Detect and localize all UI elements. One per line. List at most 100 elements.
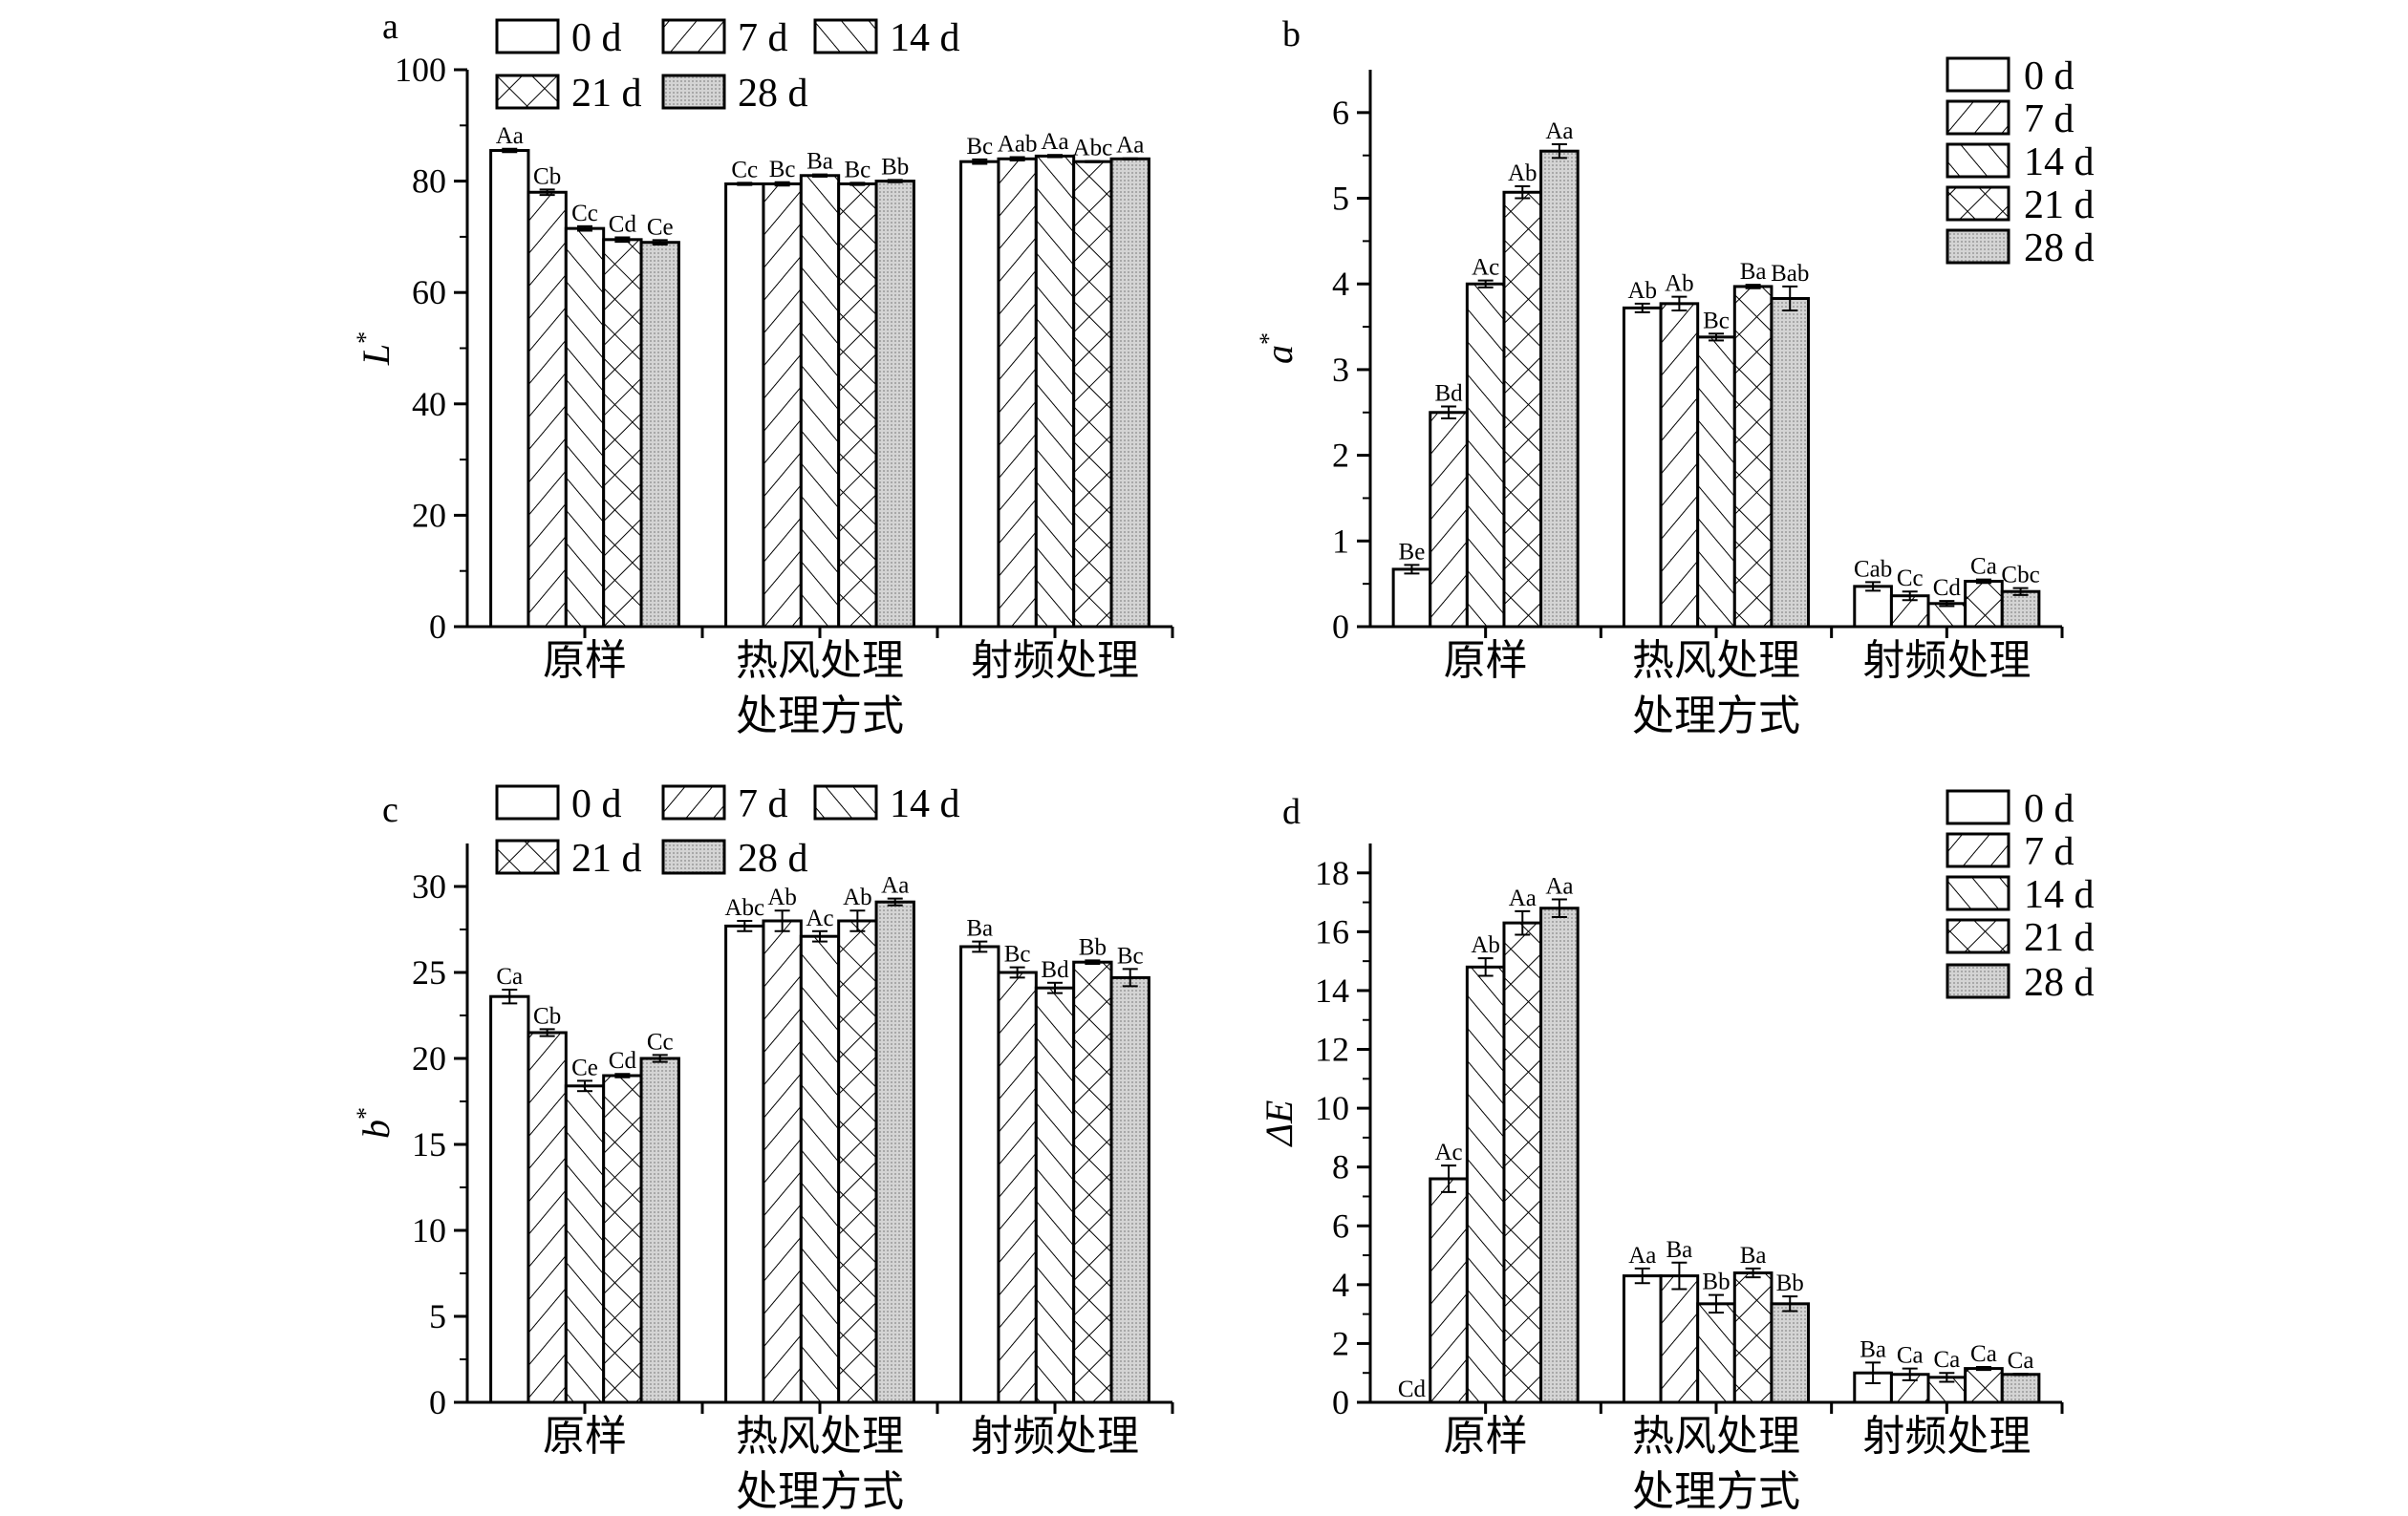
- bar-14d-0: [564, 1084, 606, 1404]
- bar-21d-1: [837, 182, 878, 629]
- y-axis-title-sup: *: [352, 331, 379, 344]
- bar-28d-2: [2000, 589, 2041, 629]
- x-axis-title: 处理方式: [1632, 693, 1800, 739]
- x-category-label: 原样: [543, 637, 627, 684]
- x-category-label: 射频处理: [1862, 637, 2031, 684]
- data-label: Aa: [881, 873, 909, 899]
- data-label: Cd: [1398, 1377, 1427, 1402]
- bar-0d-1: [724, 182, 765, 629]
- x-category-label: 热风处理: [736, 637, 904, 684]
- x-category-label: 原样: [543, 1413, 627, 1460]
- bar-21d-2: [1964, 579, 2004, 629]
- bar-21d-1: [1732, 285, 1774, 629]
- data-label: Cb: [533, 1003, 561, 1029]
- bar-21d-0: [1502, 921, 1543, 1404]
- bar-28d-0: [1539, 907, 1580, 1404]
- data-label: Ba: [1740, 259, 1767, 285]
- legend-swatch: [1946, 99, 2010, 136]
- panel-letter: a: [382, 7, 398, 47]
- data-label: Be: [1399, 539, 1426, 565]
- bar-28d-1: [874, 900, 915, 1404]
- data-label: Ab: [843, 885, 872, 910]
- y-tick-label: 40: [412, 385, 446, 423]
- legend-swatch: [495, 18, 560, 54]
- data-label: Ab: [1508, 160, 1537, 186]
- y-axis-title-sup: *: [1255, 332, 1282, 345]
- bar-21d-0: [602, 238, 643, 629]
- y-tick-label: 0: [429, 608, 446, 646]
- bar-14d-1: [799, 174, 841, 629]
- y-tick-label: 5: [1332, 180, 1349, 218]
- bar-21d-2: [1072, 960, 1113, 1404]
- y-tick-label: 6: [1332, 94, 1349, 132]
- x-category-label: 原样: [1444, 1413, 1528, 1460]
- y-tick-label: 2: [1332, 437, 1349, 475]
- bar-0d-0: [489, 149, 530, 629]
- y-tick-label: 4: [1332, 265, 1349, 303]
- bar-21d-1: [1732, 1271, 1774, 1404]
- bar-0d-1: [1622, 306, 1663, 629]
- x-axis-title: 处理方式: [736, 693, 904, 739]
- data-label: Bc: [1703, 308, 1730, 333]
- data-label: Cd: [1933, 575, 1962, 601]
- data-label: Cbc: [2001, 563, 2039, 588]
- legend-label: 7 d: [738, 782, 788, 826]
- y-tick-label: 15: [412, 1125, 446, 1164]
- y-axis-title: L*: [352, 331, 398, 366]
- y-axis-title-main: a: [1258, 345, 1301, 364]
- legend-swatch: [661, 18, 726, 54]
- y-tick-label: 16: [1315, 912, 1349, 950]
- legend-label: 28 d: [738, 72, 808, 116]
- y-tick-label: 20: [412, 496, 446, 534]
- data-label: Aa: [1545, 118, 1573, 144]
- legend-label: 7 d: [2024, 830, 2075, 874]
- y-tick-label: 4: [1332, 1266, 1349, 1304]
- bar-14d-2: [1034, 154, 1076, 629]
- data-label: Aa: [496, 123, 524, 149]
- y-tick-label: 60: [412, 273, 446, 311]
- data-label: Ca: [1970, 1341, 1997, 1367]
- bar-7d-0: [527, 1031, 568, 1404]
- x-category-label: 射频处理: [971, 637, 1139, 684]
- bar-7d-1: [1659, 302, 1700, 629]
- y-tick-label: 0: [1332, 1383, 1349, 1421]
- legend-label: 21 d: [571, 837, 642, 881]
- bar-28d-1: [1770, 1302, 1811, 1404]
- data-label: Ba: [806, 149, 833, 175]
- bar-28d-2: [1109, 975, 1150, 1404]
- bar-14d-1: [799, 934, 841, 1404]
- data-label: Ca: [1970, 554, 1997, 580]
- bar-14d-0: [1465, 282, 1506, 629]
- legend-label: 21 d: [2024, 916, 2095, 960]
- legend-swatch: [1946, 228, 2010, 265]
- y-tick-label: 18: [1315, 854, 1349, 892]
- data-label: Aab: [998, 132, 1038, 158]
- y-axis-title-main: L: [355, 344, 398, 366]
- x-axis-title: 处理方式: [1632, 1468, 1800, 1515]
- legend-label: 21 d: [571, 72, 642, 116]
- panel-letter: b: [1282, 14, 1301, 54]
- legend-label: 0 d: [571, 782, 622, 826]
- data-label: Cb: [533, 163, 561, 189]
- bar-7d-1: [762, 919, 803, 1404]
- legend-label: 28 d: [2024, 961, 2095, 1005]
- data-label: Cd: [609, 1048, 637, 1074]
- data-label: Ca: [1933, 1347, 1960, 1373]
- data-label: Aa: [1116, 133, 1144, 159]
- legend-label: 14 d: [890, 782, 960, 826]
- x-category-label: 原样: [1444, 637, 1528, 684]
- legend-label: 28 d: [2024, 226, 2095, 270]
- bar-7d-0: [527, 190, 568, 629]
- y-tick-label: 25: [412, 953, 446, 992]
- data-label: Ca: [1897, 1343, 1924, 1369]
- data-label: Ce: [571, 1055, 598, 1080]
- data-label: Cc: [731, 157, 758, 182]
- data-label: Bb: [1079, 934, 1107, 960]
- x-category-label: 热风处理: [1632, 1413, 1800, 1460]
- legend-swatch: [1946, 185, 2010, 222]
- chart-panel-c: c Ca Abc Ba Cb Ab Bc Ce Ac Bd Cd Ab Bb Cc Aa Bc 0 5 10 15 20…: [352, 782, 1174, 1515]
- data-label: Ca: [496, 964, 523, 990]
- data-label: Ba: [966, 916, 993, 942]
- bar-0d-2: [1853, 585, 1893, 629]
